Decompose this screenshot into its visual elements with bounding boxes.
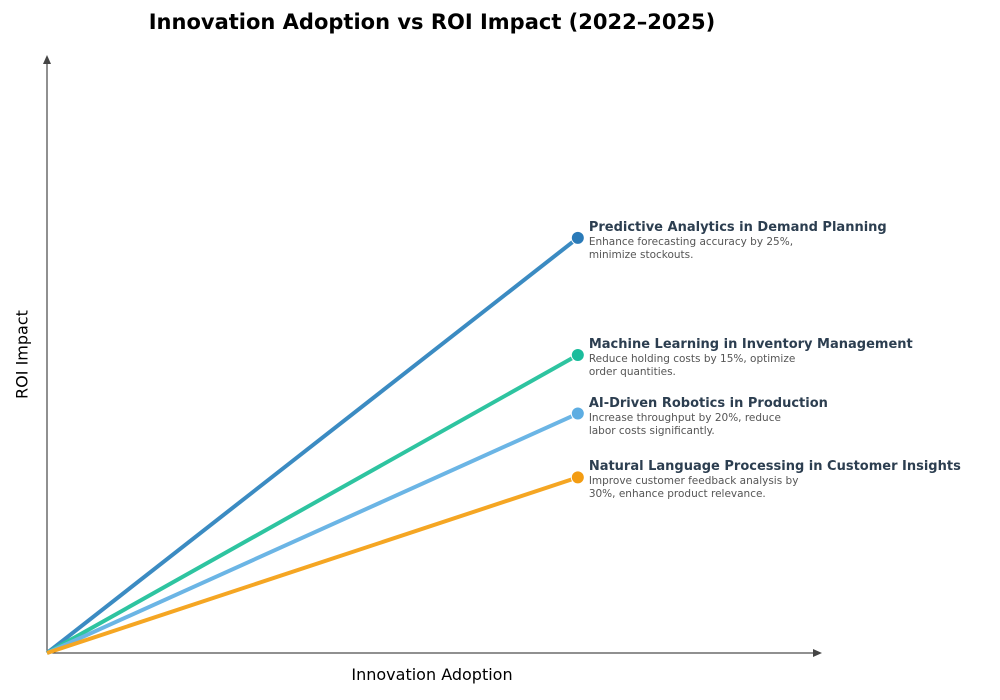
series-end-marker (570, 348, 585, 362)
series-name: AI-Driven Robotics in Production (588, 395, 828, 411)
series-annotation: Predictive Analytics in Demand Planning E… (589, 220, 887, 262)
series-description: Improve customer feedback analysis by 30… (588, 475, 799, 501)
series-line (46, 411, 579, 655)
y-axis-arrow-icon (43, 55, 51, 64)
series-end-marker (570, 406, 585, 421)
series-line (46, 475, 579, 655)
x-axis-arrow-icon (813, 649, 822, 657)
series-line (45, 236, 580, 655)
series-annotation: Natural Language Processing in Customer … (589, 459, 961, 501)
series-line (46, 353, 579, 655)
chart-title: Innovation Adoption vs ROI Impact (2022–… (148, 10, 716, 34)
series-annotation: AI-Driven Robotics in Production Increase… (589, 396, 828, 438)
series-description: Increase throughput by 20%, reduce labor… (588, 411, 781, 437)
series-description: Reduce holding costs by 15%, optimize or… (588, 353, 796, 378)
series-annotation: Machine Learning in Inventory Management… (589, 337, 913, 379)
series-name: Predictive Analytics in Demand Planning (588, 219, 887, 235)
series-end-marker (570, 230, 585, 245)
series-end-marker (570, 470, 585, 485)
series-description: Enhance forecasting accuracy by 25%, min… (588, 235, 794, 261)
series-name: Natural Language Processing in Customer … (588, 459, 961, 475)
series-name: Machine Learning in Inventory Management (588, 337, 913, 352)
x-axis-label: Innovation Adoption (351, 665, 513, 684)
